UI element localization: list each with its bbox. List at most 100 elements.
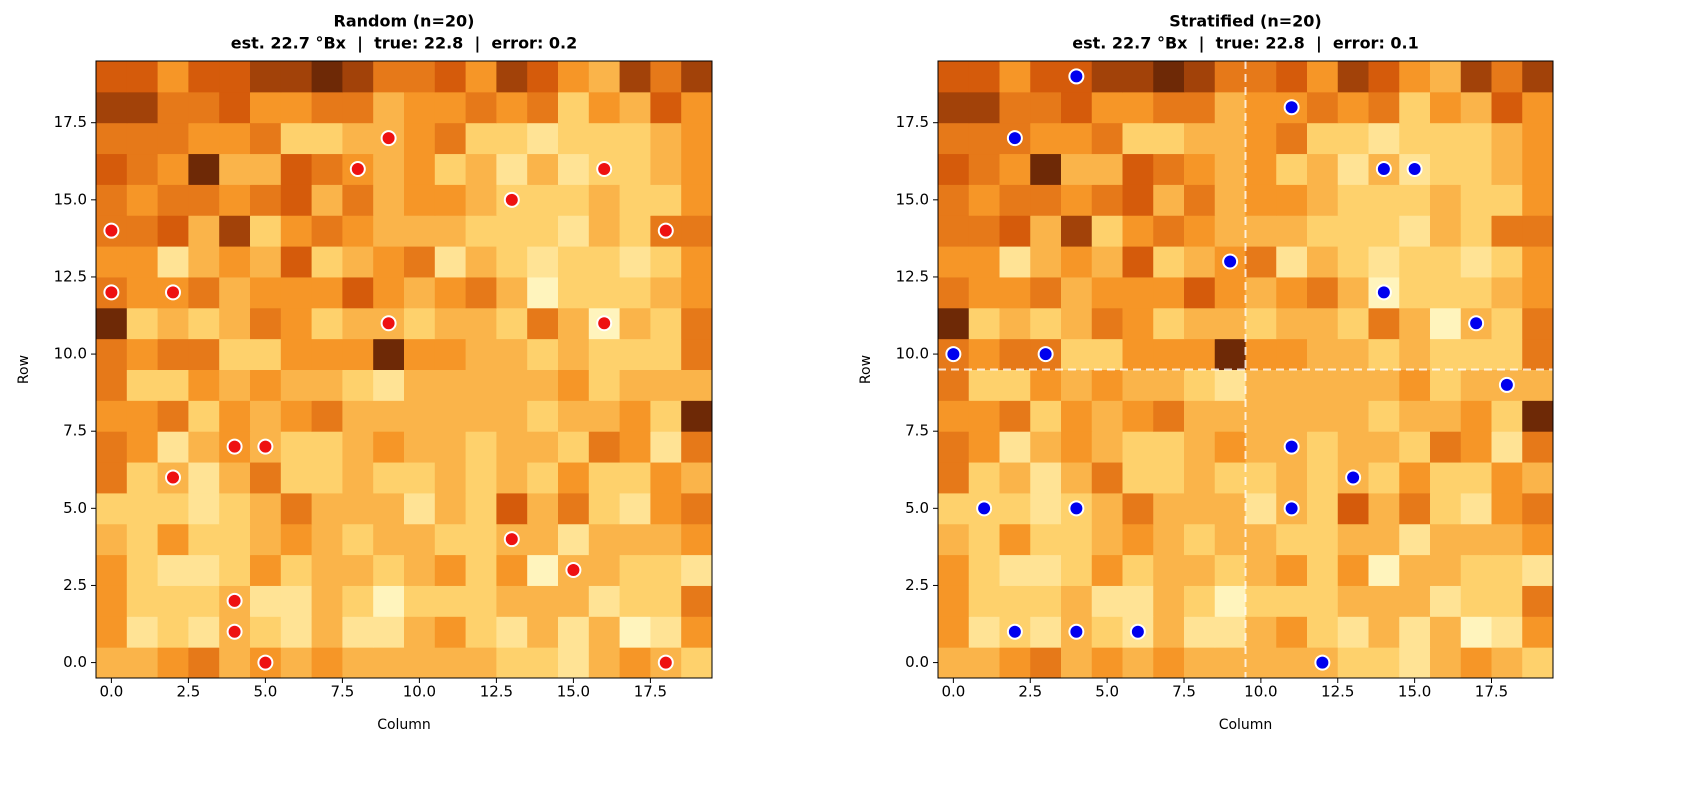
heatmap-cell xyxy=(1522,492,1554,525)
heatmap-cell xyxy=(527,307,559,340)
heatmap-cell xyxy=(527,91,559,124)
heatmap-cell xyxy=(1399,616,1431,648)
heatmap-cell xyxy=(1030,276,1062,309)
heatmap-cell xyxy=(342,400,374,432)
heatmap-cell xyxy=(465,122,497,155)
heatmap-cell xyxy=(280,616,313,648)
heatmap-cell xyxy=(1491,91,1523,124)
heatmap-cell xyxy=(1491,554,1523,586)
heatmap-cell xyxy=(126,246,159,278)
heatmap-cell xyxy=(1091,276,1123,309)
heatmap-cell xyxy=(280,307,313,340)
heatmap-cell xyxy=(126,61,159,93)
heatmap-cell xyxy=(496,246,528,278)
heatmap-cell xyxy=(1522,585,1554,617)
heatmap-cell xyxy=(527,184,559,216)
heatmap-cell xyxy=(188,431,220,463)
heatmap-cell xyxy=(1184,338,1216,370)
heatmap-cell xyxy=(311,153,343,185)
heatmap-cell xyxy=(1491,585,1523,617)
heatmap-cell xyxy=(96,338,128,370)
heatmap-cell xyxy=(1307,492,1339,525)
heatmap-cell xyxy=(1245,276,1277,309)
heatmap-cell xyxy=(1214,492,1246,525)
heatmap-cell xyxy=(1214,462,1246,494)
sample-point xyxy=(226,592,243,609)
heatmap-cell xyxy=(250,215,282,247)
heatmap-cell xyxy=(157,91,189,124)
heatmap-cell xyxy=(1214,431,1246,463)
heatmap-cell xyxy=(1307,91,1339,124)
heatmap-cell xyxy=(434,585,467,617)
heatmap-cell xyxy=(1399,400,1431,432)
heatmap-cell xyxy=(527,492,559,525)
heatmap-cell xyxy=(1091,431,1123,463)
sample-point xyxy=(257,654,274,671)
heatmap-cell xyxy=(938,616,970,648)
heatmap-cell xyxy=(311,400,343,432)
heatmap-cell xyxy=(1245,462,1277,494)
heatmap-cell xyxy=(1276,554,1308,586)
heatmap-cell xyxy=(1091,523,1123,556)
heatmap-cell xyxy=(527,369,559,401)
heatmap-cell xyxy=(938,307,970,340)
heatmap-cell xyxy=(373,585,405,617)
heatmap-cell xyxy=(938,246,970,278)
heatmap-cell xyxy=(1430,153,1462,185)
heatmap-cell xyxy=(1399,492,1431,525)
y-tick-label: 12.5 xyxy=(896,267,929,285)
heatmap-cell xyxy=(588,369,621,401)
heatmap-cell xyxy=(157,122,189,155)
heatmap-cell xyxy=(434,554,467,586)
heatmap-cell xyxy=(1061,215,1093,247)
heatmap-cell xyxy=(999,307,1031,340)
heatmap-cell xyxy=(1399,431,1431,463)
heatmap-cell xyxy=(404,585,436,617)
heatmap-cell xyxy=(342,616,374,648)
sample-point xyxy=(657,222,674,239)
sample-point xyxy=(349,160,366,177)
heatmap-cell xyxy=(465,246,497,278)
heatmap-cell xyxy=(619,91,651,124)
heatmap-cell xyxy=(1245,184,1277,216)
heatmap-cell xyxy=(681,307,713,340)
heatmap-cell xyxy=(434,61,467,93)
heatmap-cell xyxy=(558,122,590,155)
heatmap-cell xyxy=(1399,647,1431,679)
heatmap-cell xyxy=(188,246,220,278)
heatmap-cell xyxy=(1061,400,1093,432)
sample-point xyxy=(1068,68,1085,85)
sample-point xyxy=(1068,500,1085,517)
heatmap-cell xyxy=(1368,122,1400,155)
heatmap-cell xyxy=(527,338,559,370)
heatmap-cell xyxy=(1214,616,1246,648)
heatmap-cell xyxy=(1460,431,1492,463)
heatmap-cell xyxy=(219,246,251,278)
y-tick-label: 0.0 xyxy=(905,653,929,671)
heatmap-cell xyxy=(96,585,128,617)
heatmap-cell xyxy=(404,523,436,556)
heatmap-cell xyxy=(219,369,251,401)
heatmap-cell xyxy=(650,523,682,556)
heatmap-cell xyxy=(219,307,251,340)
heatmap-cell xyxy=(1276,462,1308,494)
heatmap-cell xyxy=(619,400,651,432)
heatmap-cell xyxy=(999,276,1031,309)
heatmap-cell xyxy=(588,616,621,648)
heatmap-cell xyxy=(311,369,343,401)
heatmap-cell xyxy=(1153,91,1185,124)
heatmap-cell xyxy=(999,585,1031,617)
heatmap-cell xyxy=(250,276,282,309)
heatmap-cell xyxy=(588,647,621,679)
heatmap-cell xyxy=(527,616,559,648)
heatmap-cell xyxy=(1091,554,1123,586)
heatmap-cell xyxy=(1153,462,1185,494)
heatmap-cell xyxy=(1460,153,1492,185)
heatmap-cell xyxy=(938,400,970,432)
heatmap-cell xyxy=(1307,246,1339,278)
heatmap-cell xyxy=(619,369,651,401)
heatmap-cell xyxy=(126,523,159,556)
heatmap-cell xyxy=(465,585,497,617)
heatmap-cell xyxy=(404,400,436,432)
heatmap-cell xyxy=(188,91,220,124)
